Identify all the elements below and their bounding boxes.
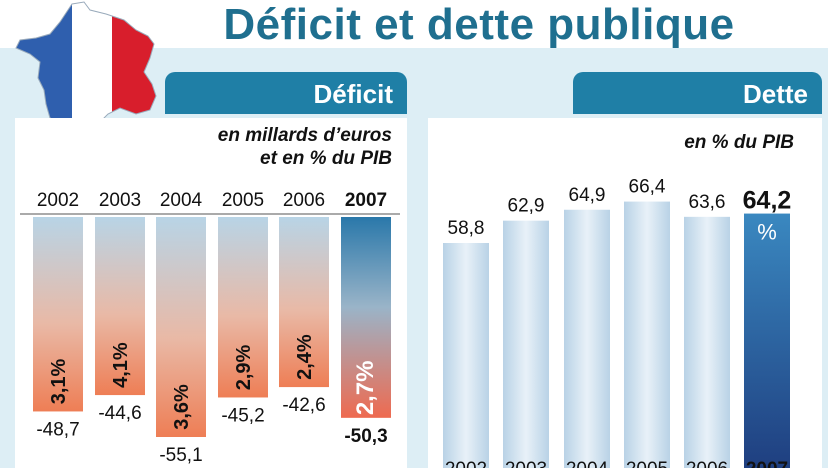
debt-bar bbox=[443, 243, 489, 468]
deficit-value-label: -42,6 bbox=[282, 395, 325, 416]
deficit-value-label: -44,6 bbox=[98, 403, 141, 424]
deficit-year-label: 2007 bbox=[345, 190, 387, 211]
deficit-year-label: 2002 bbox=[37, 190, 79, 211]
deficit-bar bbox=[341, 217, 391, 418]
deficit-year-label: 2005 bbox=[222, 190, 264, 211]
debt-value-label: 64,2 bbox=[743, 187, 792, 215]
debt-bar bbox=[624, 201, 670, 468]
deficit-subtitle-line2: et en % du PIB bbox=[260, 148, 392, 169]
deficit-pct-label: 2,4% bbox=[294, 334, 316, 380]
deficit-bar bbox=[33, 217, 83, 412]
debt-value-label: 63,6 bbox=[689, 192, 726, 213]
france-flag-map-icon bbox=[15, 1, 157, 129]
debt-header: Dette bbox=[573, 72, 822, 114]
deficit-year-label: 2003 bbox=[99, 190, 141, 211]
deficit-year-label: 2006 bbox=[283, 190, 325, 211]
debt-year-label: 2002 bbox=[445, 459, 487, 468]
debt-bar bbox=[684, 216, 730, 468]
deficit-value-label: -50,3 bbox=[344, 426, 387, 447]
page-title: Déficit et dette publique bbox=[223, 0, 735, 49]
debt-year-label: 2006 bbox=[686, 459, 728, 468]
debt-year-label: 2005 bbox=[626, 459, 668, 468]
debt-bar bbox=[564, 209, 610, 468]
deficit-pct-label: 4,1% bbox=[110, 342, 132, 388]
debt-value-label: 66,4 bbox=[629, 177, 666, 198]
debt-bar bbox=[744, 213, 790, 468]
deficit-header: Déficit bbox=[165, 72, 407, 114]
deficit-value-label: -48,7 bbox=[36, 419, 79, 440]
debt-year-label: 2003 bbox=[505, 459, 547, 468]
deficit-pct-label: 3,1% bbox=[48, 358, 70, 404]
deficit-year-label: 2004 bbox=[160, 190, 203, 211]
debt-value-label: 58,8 bbox=[448, 218, 485, 239]
deficit-bar bbox=[218, 217, 268, 398]
debt-bar bbox=[503, 220, 549, 468]
deficit-pct-label: 3,6% bbox=[171, 384, 193, 430]
deficit-subtitle: en millards d’euros et en % du PIB bbox=[132, 124, 392, 170]
deficit-bar bbox=[279, 217, 329, 388]
deficit-bar bbox=[156, 217, 206, 437]
deficit-value-label: -45,2 bbox=[221, 405, 264, 426]
deficit-pct-label: 2,7% bbox=[352, 360, 379, 415]
debt-subtitle: en % du PIB bbox=[684, 132, 794, 153]
debt-year-label: 2007 bbox=[746, 459, 788, 468]
deficit-value-label: -55,1 bbox=[159, 445, 202, 466]
debt-year-label: 2004 bbox=[566, 459, 609, 468]
debt-value-label: 64,9 bbox=[569, 185, 606, 206]
deficit-pct-label: 2,9% bbox=[233, 344, 255, 390]
debt-value-label: 62,9 bbox=[508, 196, 545, 217]
debt-unit-label: % bbox=[757, 220, 777, 245]
deficit-bar bbox=[95, 217, 145, 396]
deficit-subtitle-line1: en millards d’euros bbox=[217, 125, 392, 146]
